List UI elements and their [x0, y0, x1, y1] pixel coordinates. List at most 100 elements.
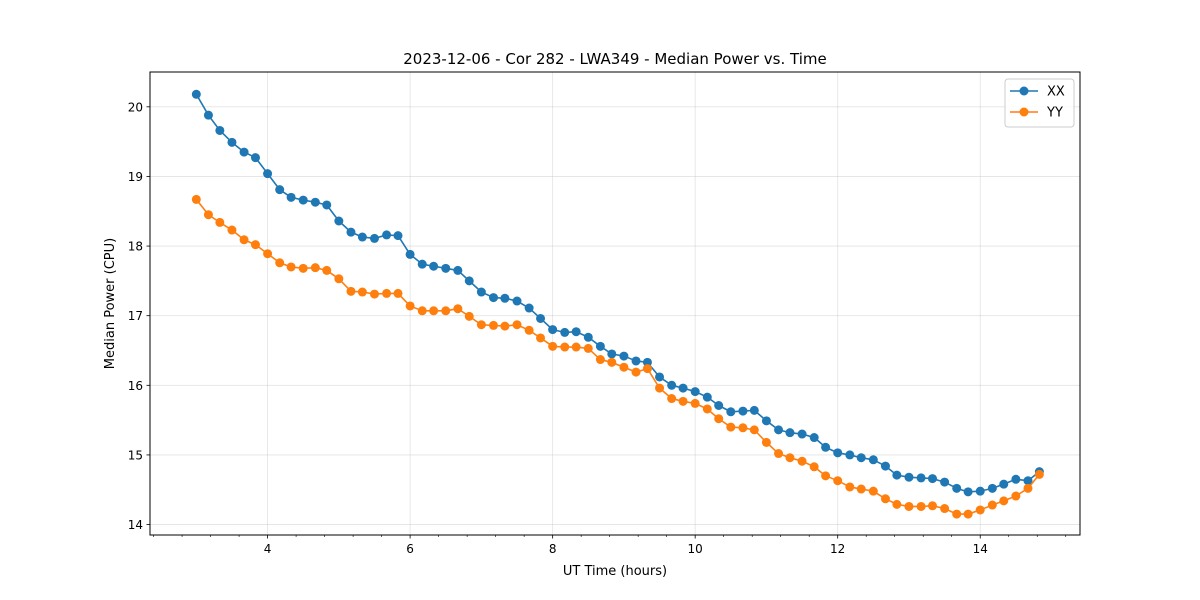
data-point-xx — [203, 110, 213, 120]
data-point-xx — [927, 474, 937, 484]
data-point-yy — [250, 240, 260, 250]
y-tick-label: 15 — [128, 448, 143, 462]
x-tick-label: 6 — [406, 542, 414, 556]
data-point-yy — [738, 423, 748, 433]
data-point-yy — [952, 509, 962, 519]
data-point-yy — [916, 501, 926, 511]
y-tick-label: 14 — [128, 518, 143, 532]
data-point-yy — [524, 325, 534, 335]
data-point-yy — [1011, 491, 1021, 501]
axis-ticks: 4 6 8 10 12 14 14 15 16 17 18 19 20 — [128, 100, 1067, 556]
data-point-yy — [382, 288, 392, 298]
data-point-xx — [738, 406, 748, 416]
series-layer — [191, 89, 1044, 519]
data-point-xx — [191, 89, 201, 99]
data-point-xx — [560, 327, 570, 337]
y-tick-label: 20 — [128, 100, 143, 114]
data-point-xx — [500, 293, 510, 303]
x-tick-label: 12 — [830, 542, 845, 556]
data-point-yy — [1034, 469, 1044, 479]
data-point-xx — [702, 392, 712, 402]
data-point-xx — [453, 265, 463, 275]
data-point-xx — [239, 147, 249, 157]
data-point-xx — [999, 479, 1009, 489]
data-point-xx — [619, 351, 629, 361]
data-point-yy — [536, 333, 546, 343]
data-point-yy — [619, 362, 629, 372]
data-point-xx — [655, 372, 665, 382]
data-point-xx — [476, 287, 486, 297]
data-point-yy — [476, 320, 486, 330]
data-point-yy — [191, 194, 201, 204]
data-point-yy — [417, 306, 427, 316]
data-point-yy — [714, 414, 724, 424]
data-point-yy — [904, 501, 914, 511]
data-point-xx — [1011, 474, 1021, 484]
data-point-yy — [571, 342, 581, 352]
data-point-yy — [927, 501, 937, 511]
data-point-xx — [382, 230, 392, 240]
data-point-yy — [595, 355, 605, 365]
data-point-xx — [215, 125, 225, 135]
data-point-xx — [417, 259, 427, 269]
data-point-yy — [821, 471, 831, 481]
y-tick-label: 18 — [128, 240, 143, 254]
data-point-yy — [856, 484, 866, 494]
data-point-yy — [215, 217, 225, 227]
data-point-yy — [548, 341, 558, 351]
data-point-xx — [714, 401, 724, 410]
data-point-xx — [488, 293, 498, 303]
data-point-yy — [334, 274, 344, 284]
data-point-xx — [607, 349, 617, 359]
data-point-xx — [916, 473, 926, 483]
data-point-xx — [310, 197, 320, 207]
gridlines — [150, 72, 1080, 535]
data-point-xx — [548, 325, 558, 335]
data-point-yy — [678, 396, 688, 406]
chart-title: 2023-12-06 - Cor 282 - LWA349 - Median P… — [403, 50, 827, 68]
data-point-xx — [726, 407, 736, 417]
data-point-yy — [203, 210, 213, 220]
data-point-xx — [797, 429, 807, 439]
data-point-xx — [571, 327, 581, 337]
data-point-xx — [464, 276, 474, 286]
data-point-yy — [702, 404, 712, 414]
data-point-yy — [263, 249, 273, 259]
data-point-yy — [239, 235, 249, 245]
data-point-yy — [607, 357, 617, 367]
plot-area-frame — [149, 71, 1081, 536]
data-point-xx — [524, 303, 534, 313]
data-point-yy — [286, 262, 296, 272]
data-point-xx — [298, 195, 308, 205]
legend-marker-yy — [1019, 107, 1029, 117]
data-point-yy — [726, 422, 736, 432]
data-point-xx — [369, 233, 379, 243]
data-point-xx — [749, 405, 759, 415]
x-tick-label: 10 — [688, 542, 703, 556]
data-point-yy — [405, 301, 415, 311]
data-point-xx — [845, 450, 855, 460]
data-point-yy — [797, 456, 807, 466]
data-point-xx — [429, 261, 439, 271]
data-point-xx — [904, 472, 914, 482]
data-point-yy — [298, 263, 308, 273]
data-point-xx — [227, 137, 237, 147]
data-point-yy — [322, 265, 332, 275]
data-point-xx — [536, 313, 546, 323]
legend: XX YY — [1004, 78, 1075, 128]
data-point-xx — [940, 477, 950, 487]
data-point-yy — [583, 343, 593, 353]
data-point-xx — [595, 341, 605, 351]
data-point-xx — [761, 416, 771, 426]
data-point-yy — [642, 364, 652, 374]
data-point-yy — [963, 509, 973, 519]
data-point-yy — [809, 462, 819, 472]
data-point-xx — [322, 200, 332, 210]
data-point-xx — [975, 486, 985, 496]
data-point-xx — [856, 453, 866, 463]
data-point-xx — [263, 169, 273, 179]
data-point-xx — [774, 425, 784, 435]
data-point-yy — [655, 383, 665, 393]
data-point-yy — [880, 494, 890, 504]
